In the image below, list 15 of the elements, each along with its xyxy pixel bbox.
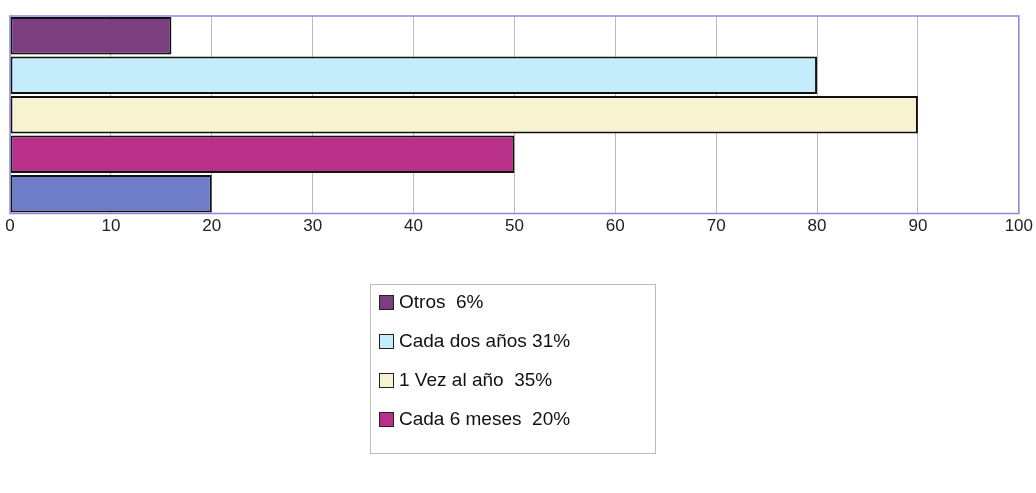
x-tick-label: 30	[303, 216, 323, 236]
x-tick-label: 90	[908, 216, 928, 236]
x-tick-label: 50	[504, 216, 524, 236]
x-tick-label: 80	[807, 216, 827, 236]
x-tick-label: 20	[202, 216, 222, 236]
legend-label: 1 Vez al año 35%	[399, 369, 554, 390]
legend-label: Otros 6%	[399, 291, 485, 312]
x-tick-label: 60	[605, 216, 625, 236]
x-tick-label: 70	[706, 216, 726, 236]
x-tick-label: 100	[1004, 216, 1034, 236]
x-tick-label: 10	[101, 216, 121, 236]
x-tick-label: 0	[5, 216, 15, 236]
x-tick-label: 40	[404, 216, 423, 236]
legend-label: Cada 6 meses 20%	[399, 408, 572, 429]
legend-label: Cada dos años 31%	[399, 330, 572, 351]
